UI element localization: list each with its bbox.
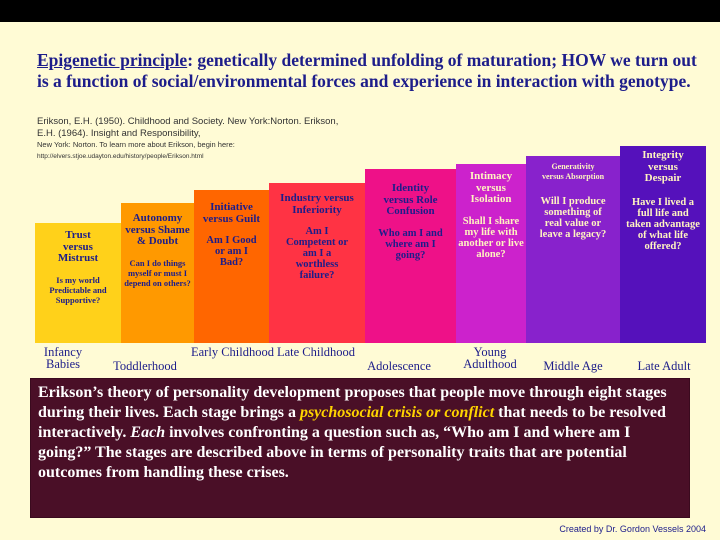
stage-label-late-adult: Late Adult — [637, 359, 691, 373]
stage-title: Trust versus Mistrust — [57, 229, 99, 264]
summary-text-1: Erikson’s theory of personality developm… — [38, 384, 667, 421]
page-title: Epigenetic principle: genetically determ… — [37, 50, 707, 92]
stage-label-early-childhood: Early Childhood — [191, 345, 274, 359]
stage-bar-4: Industry versus Inferiority Am I Compete… — [269, 183, 365, 343]
stage-title: Integrity versus Despair — [642, 149, 684, 184]
stage-bar-2: Autonomy versus Shame & Doubt Can I do t… — [121, 203, 194, 343]
stage-detail: Am I Competent or am I a worthless failu… — [285, 226, 349, 281]
credit-line: Created by Dr. Gordon Vessels 2004 — [559, 524, 706, 534]
reference-line-1: Erikson, E.H. (1950). Childhood and Soci… — [37, 116, 339, 139]
title-lead: Epigenetic principle — [37, 50, 188, 70]
stage-title: Identity versus Role Confusion — [383, 182, 438, 217]
stage-label-adolescence: Adolescence — [367, 359, 431, 373]
summary-box: Erikson’s theory of personality developm… — [30, 378, 690, 518]
stage-detail: Shall I share my life with another or li… — [458, 215, 524, 260]
summary-text-2: that needs to be resolved interactively. — [38, 404, 666, 441]
stage-detail: Who am I and where am I going? — [378, 227, 443, 261]
stage-detail: Is my world Predictable and Supportive? — [49, 274, 107, 305]
stage-label-middle-age: Middle Age — [543, 359, 603, 373]
title-rest: : genetically determined unfolding of ma… — [37, 50, 697, 91]
stage-label-young-adulthood: Young Adulthood — [463, 345, 517, 371]
reference-url[interactable]: http://elvers.stjoe.udayton.edu/history/… — [37, 153, 204, 160]
stage-detail: Can I do things myself or must I depend … — [124, 257, 191, 288]
stage-bar-6: Intimacy versus Isolation Shall I share … — [456, 164, 526, 343]
stage-title: Intimacy versus Isolation — [469, 170, 513, 205]
stage-bar-1: Trust versus Mistrust Is my world Predic… — [35, 223, 121, 343]
summary-highlight: psychosocial crisis or conflict — [299, 404, 495, 421]
stage-bar-3: Initiative versus Guilt Am I Good or am … — [194, 190, 269, 343]
stage-bar-8: Integrity versus Despair Have I lived a … — [620, 146, 706, 343]
summary-each: Each — [130, 424, 166, 441]
reference-line-2: New York: Norton. To learn more about Er… — [37, 140, 235, 149]
stage-title: Generativity versus Absorption — [542, 162, 605, 181]
stage-label-infancy: Infancy Babies — [43, 345, 83, 371]
top-bar — [0, 0, 720, 22]
stage-detail: Have I lived a full life and taken advan… — [626, 196, 700, 252]
stage-title: Autonomy versus Shame & Doubt — [125, 212, 190, 247]
stage-detail: Am I Good or am I Bad? — [206, 235, 257, 268]
stage-detail: Will I produce something of real value o… — [539, 196, 607, 240]
stage-title: Initiative versus Guilt — [202, 201, 261, 225]
stage-bar-5: Identity versus Role Confusion Who am I … — [365, 169, 456, 343]
summary-text-3: involves confronting a question such as,… — [38, 424, 631, 481]
stage-bar-7: Generativity versus Absorption Will I pr… — [526, 156, 620, 343]
stage-label-toddlerhood: Toddlerhood — [113, 359, 177, 373]
stage-label-late-childhood: Late Childhood — [276, 345, 356, 359]
stage-title: Industry versus Inferiority — [280, 192, 354, 216]
